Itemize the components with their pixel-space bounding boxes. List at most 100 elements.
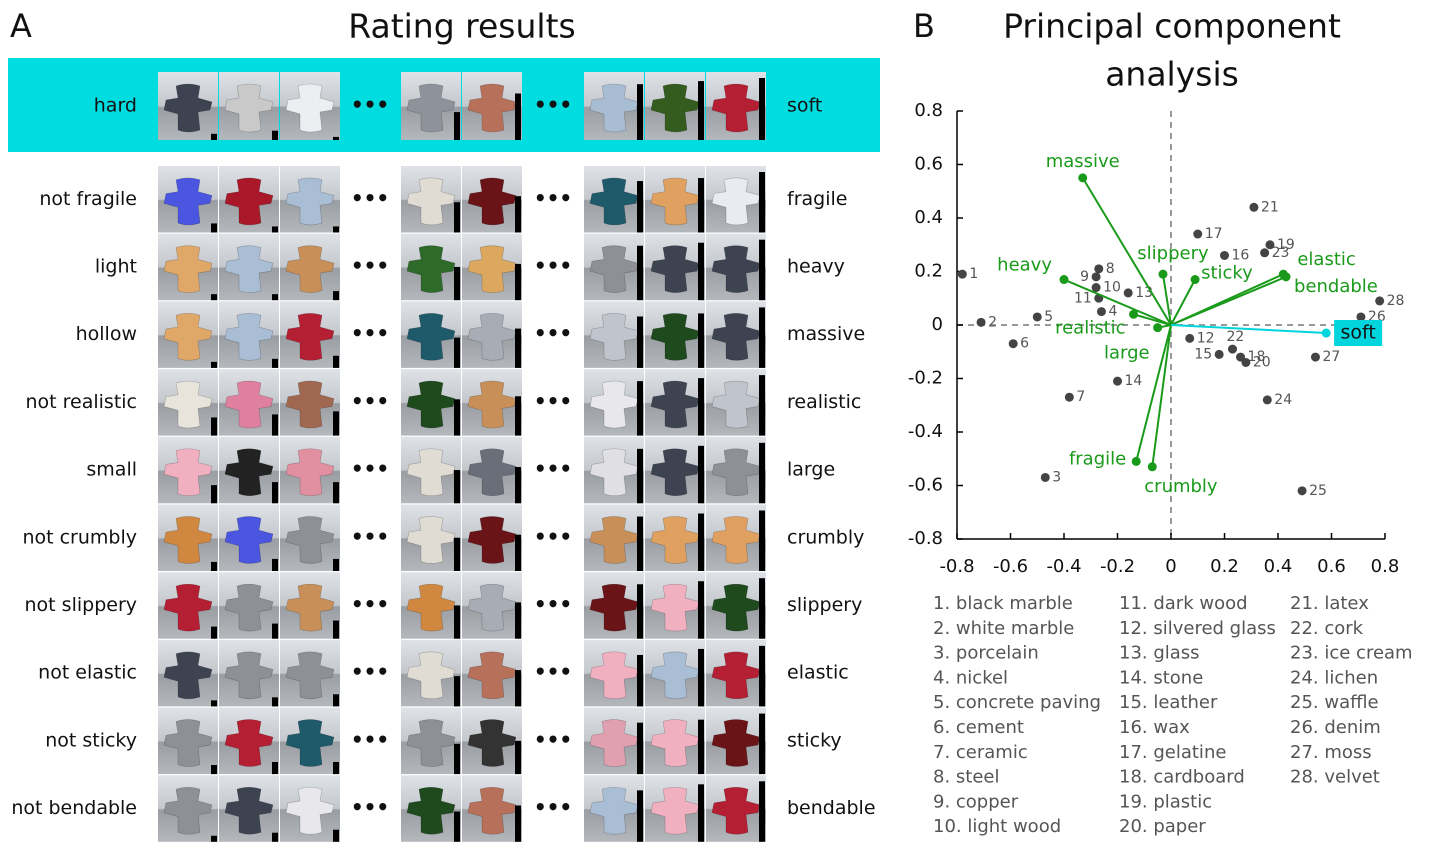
y-tick-label: 0.8 (914, 100, 943, 121)
rating-bar (515, 670, 521, 707)
object (406, 516, 456, 564)
row-label-left: small (86, 459, 137, 481)
object (406, 83, 456, 133)
ellipsis: ••• (351, 93, 389, 117)
row-label-left: not elastic (38, 662, 137, 684)
loading-vector (1063, 278, 1172, 326)
object (285, 83, 335, 133)
rating-bar (211, 765, 217, 775)
point-label: 8 (1106, 261, 1115, 277)
object (285, 177, 335, 226)
object (285, 313, 335, 361)
object (711, 719, 761, 767)
object (224, 651, 274, 700)
object (406, 177, 456, 226)
legend-entry: 18. cardboard (1119, 767, 1245, 788)
rating-bar (211, 133, 217, 140)
panel-title: Principal component (1003, 7, 1341, 46)
vector-tip (1281, 272, 1291, 282)
point-label: 23 (1272, 245, 1290, 261)
x-tick-label: 0.6 (1317, 556, 1346, 577)
object (406, 719, 456, 767)
point-label: 4 (1108, 304, 1117, 320)
rating-bar (698, 581, 704, 639)
rating-bar (211, 835, 217, 842)
row-label-right: elastic (787, 662, 849, 684)
rating-bar (637, 516, 643, 571)
rating-bar (211, 700, 217, 707)
point-label: 7 (1076, 389, 1085, 405)
legend-entry: 13. glass (1119, 643, 1200, 664)
vector-label: crumbly (1144, 476, 1218, 497)
object (650, 448, 700, 496)
x-tick-label: 0.2 (1210, 556, 1239, 577)
point-label: 10 (1103, 280, 1121, 296)
rating-bar (211, 294, 217, 301)
object (650, 651, 700, 700)
legend-entry: 10. light wood (933, 816, 1061, 837)
point-label: 17 (1205, 226, 1223, 242)
rating-bar (515, 93, 521, 140)
object (467, 516, 517, 564)
object (650, 313, 700, 361)
object (589, 313, 639, 361)
vector-label: fragile (1069, 448, 1126, 469)
rating-bar (637, 84, 643, 140)
object (224, 380, 274, 429)
rating-bar (698, 648, 704, 707)
legend-entry: 24. lichen (1290, 667, 1378, 688)
object (467, 380, 517, 429)
object (711, 83, 761, 133)
legend-entry: 23. ice cream (1290, 643, 1413, 664)
point (1297, 486, 1307, 496)
rating-bar (333, 355, 339, 368)
legend-entry: 21. latex (1290, 593, 1369, 614)
ellipsis: ••• (351, 321, 389, 345)
y-tick-label: -0.6 (908, 475, 943, 496)
ellipsis: ••• (351, 660, 389, 684)
rating-bar (211, 417, 217, 436)
rating-bar (272, 697, 278, 707)
rating-bar (454, 470, 460, 504)
rating-bar (454, 266, 460, 301)
rating-bar (698, 378, 704, 436)
rating-bar (515, 467, 521, 504)
panel-label: A (10, 7, 32, 45)
point-label: 3 (1052, 469, 1061, 485)
object (650, 83, 700, 133)
object (285, 583, 335, 632)
object (711, 786, 761, 835)
rating-bar (333, 482, 339, 504)
object (650, 177, 700, 226)
object (589, 83, 639, 133)
point (1214, 349, 1224, 359)
point-label: 9 (1080, 269, 1089, 285)
vector-tip (1059, 275, 1069, 285)
vector-label: heavy (997, 255, 1052, 276)
ellipsis: ••• (534, 389, 572, 413)
row-label-right: slippery (787, 594, 862, 616)
ellipsis: ••• (534, 93, 572, 117)
rating-bar (637, 381, 643, 436)
x-tick-label: 0 (1165, 556, 1176, 577)
rating-bar (333, 136, 339, 140)
rating-bar (333, 291, 339, 301)
legend-entry: 5. concrete paving (933, 692, 1101, 713)
ellipsis: ••• (351, 186, 389, 210)
object (711, 651, 761, 700)
rating-bar (515, 534, 521, 571)
object (285, 516, 335, 564)
y-tick-label: -0.4 (908, 421, 943, 442)
rating-bar (759, 713, 765, 775)
ellipsis: ••• (351, 389, 389, 413)
legend-entry: 9. copper (933, 791, 1019, 812)
ellipsis: ••• (351, 795, 389, 819)
object (224, 313, 274, 361)
row-label-left: hollow (76, 323, 137, 345)
row-label-right: massive (787, 323, 865, 345)
point-label: 13 (1135, 285, 1153, 301)
rating-bar (211, 223, 217, 233)
rating-bar (272, 482, 278, 504)
vector-label: slippery (1137, 243, 1209, 264)
